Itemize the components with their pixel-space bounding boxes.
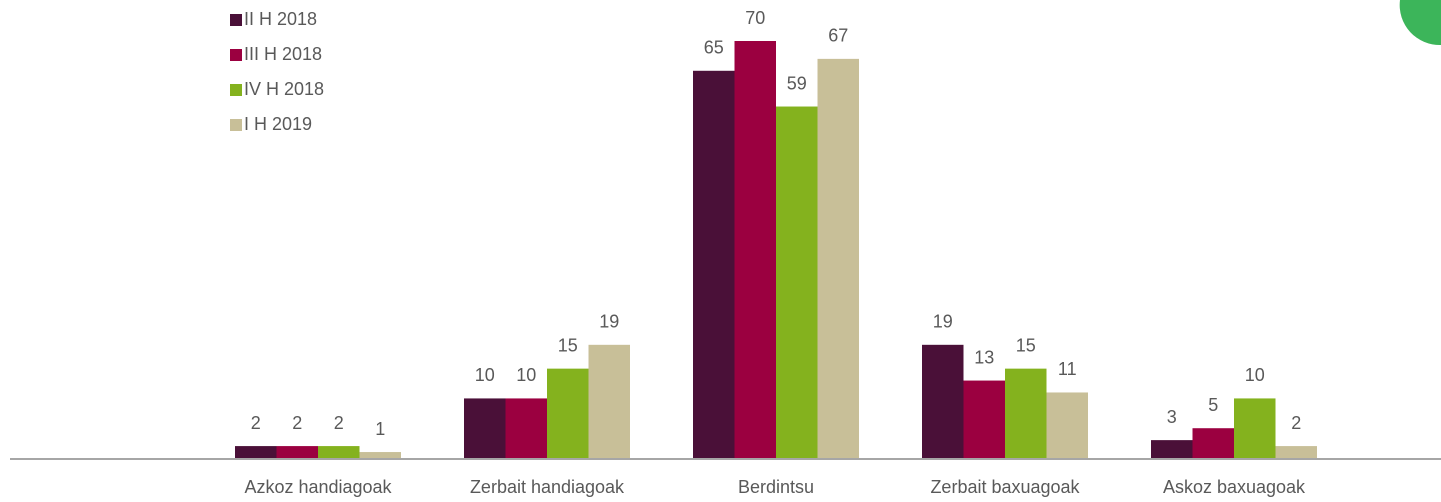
data-label: 70 <box>745 8 765 28</box>
x-tick-label: Berdintsu <box>738 477 814 497</box>
bar <box>588 344 630 458</box>
legend-swatch <box>230 119 242 131</box>
bar <box>1275 446 1317 458</box>
legend-label: IV H 2018 <box>244 79 324 99</box>
x-tick-label: Zerbait baxuagoak <box>930 477 1080 497</box>
x-tick-label: Askoz baxuagoak <box>1163 477 1306 497</box>
data-label: 15 <box>1016 335 1036 355</box>
bar <box>776 106 818 459</box>
data-label: 13 <box>974 347 994 367</box>
bar <box>693 70 735 459</box>
x-tick-label: Zerbait handiagoak <box>470 477 625 497</box>
data-label: 10 <box>1245 365 1265 385</box>
bar <box>1046 392 1088 458</box>
x-tick-label: Azkoz handiagoak <box>244 477 392 497</box>
bar <box>922 344 964 458</box>
legend-swatch <box>230 84 242 96</box>
data-label: 65 <box>704 38 724 58</box>
bar <box>547 368 589 458</box>
data-label: 11 <box>1058 359 1077 379</box>
bar <box>1234 398 1276 458</box>
bar <box>734 41 776 458</box>
corner-decoration <box>1399 0 1441 46</box>
legend-label: II H 2018 <box>244 9 317 29</box>
legend-label: I H 2019 <box>244 114 312 134</box>
data-label: 2 <box>1291 413 1301 433</box>
data-label: 2 <box>334 413 344 433</box>
data-label: 5 <box>1208 395 1218 415</box>
bar <box>464 398 506 458</box>
bar <box>1005 368 1047 458</box>
data-label: 59 <box>787 73 807 93</box>
bar <box>505 398 547 458</box>
data-label: 67 <box>828 26 848 46</box>
bar <box>318 446 360 458</box>
bar <box>235 446 277 458</box>
legend-swatch <box>230 49 242 61</box>
data-label: 2 <box>251 413 261 433</box>
data-label: 1 <box>375 419 385 439</box>
data-label: 2 <box>292 413 302 433</box>
bar <box>276 446 318 458</box>
legend-label: III H 2018 <box>244 44 322 64</box>
data-label: 10 <box>516 365 536 385</box>
bar <box>1192 428 1234 458</box>
data-label: 19 <box>599 312 619 332</box>
legend-swatch <box>230 14 242 26</box>
bar <box>359 452 401 458</box>
data-label: 10 <box>475 365 495 385</box>
data-label: 19 <box>933 312 953 332</box>
bar <box>817 58 859 458</box>
bar <box>963 380 1005 458</box>
data-label: 15 <box>558 335 578 355</box>
bar <box>1151 440 1193 458</box>
data-label: 3 <box>1167 407 1177 427</box>
